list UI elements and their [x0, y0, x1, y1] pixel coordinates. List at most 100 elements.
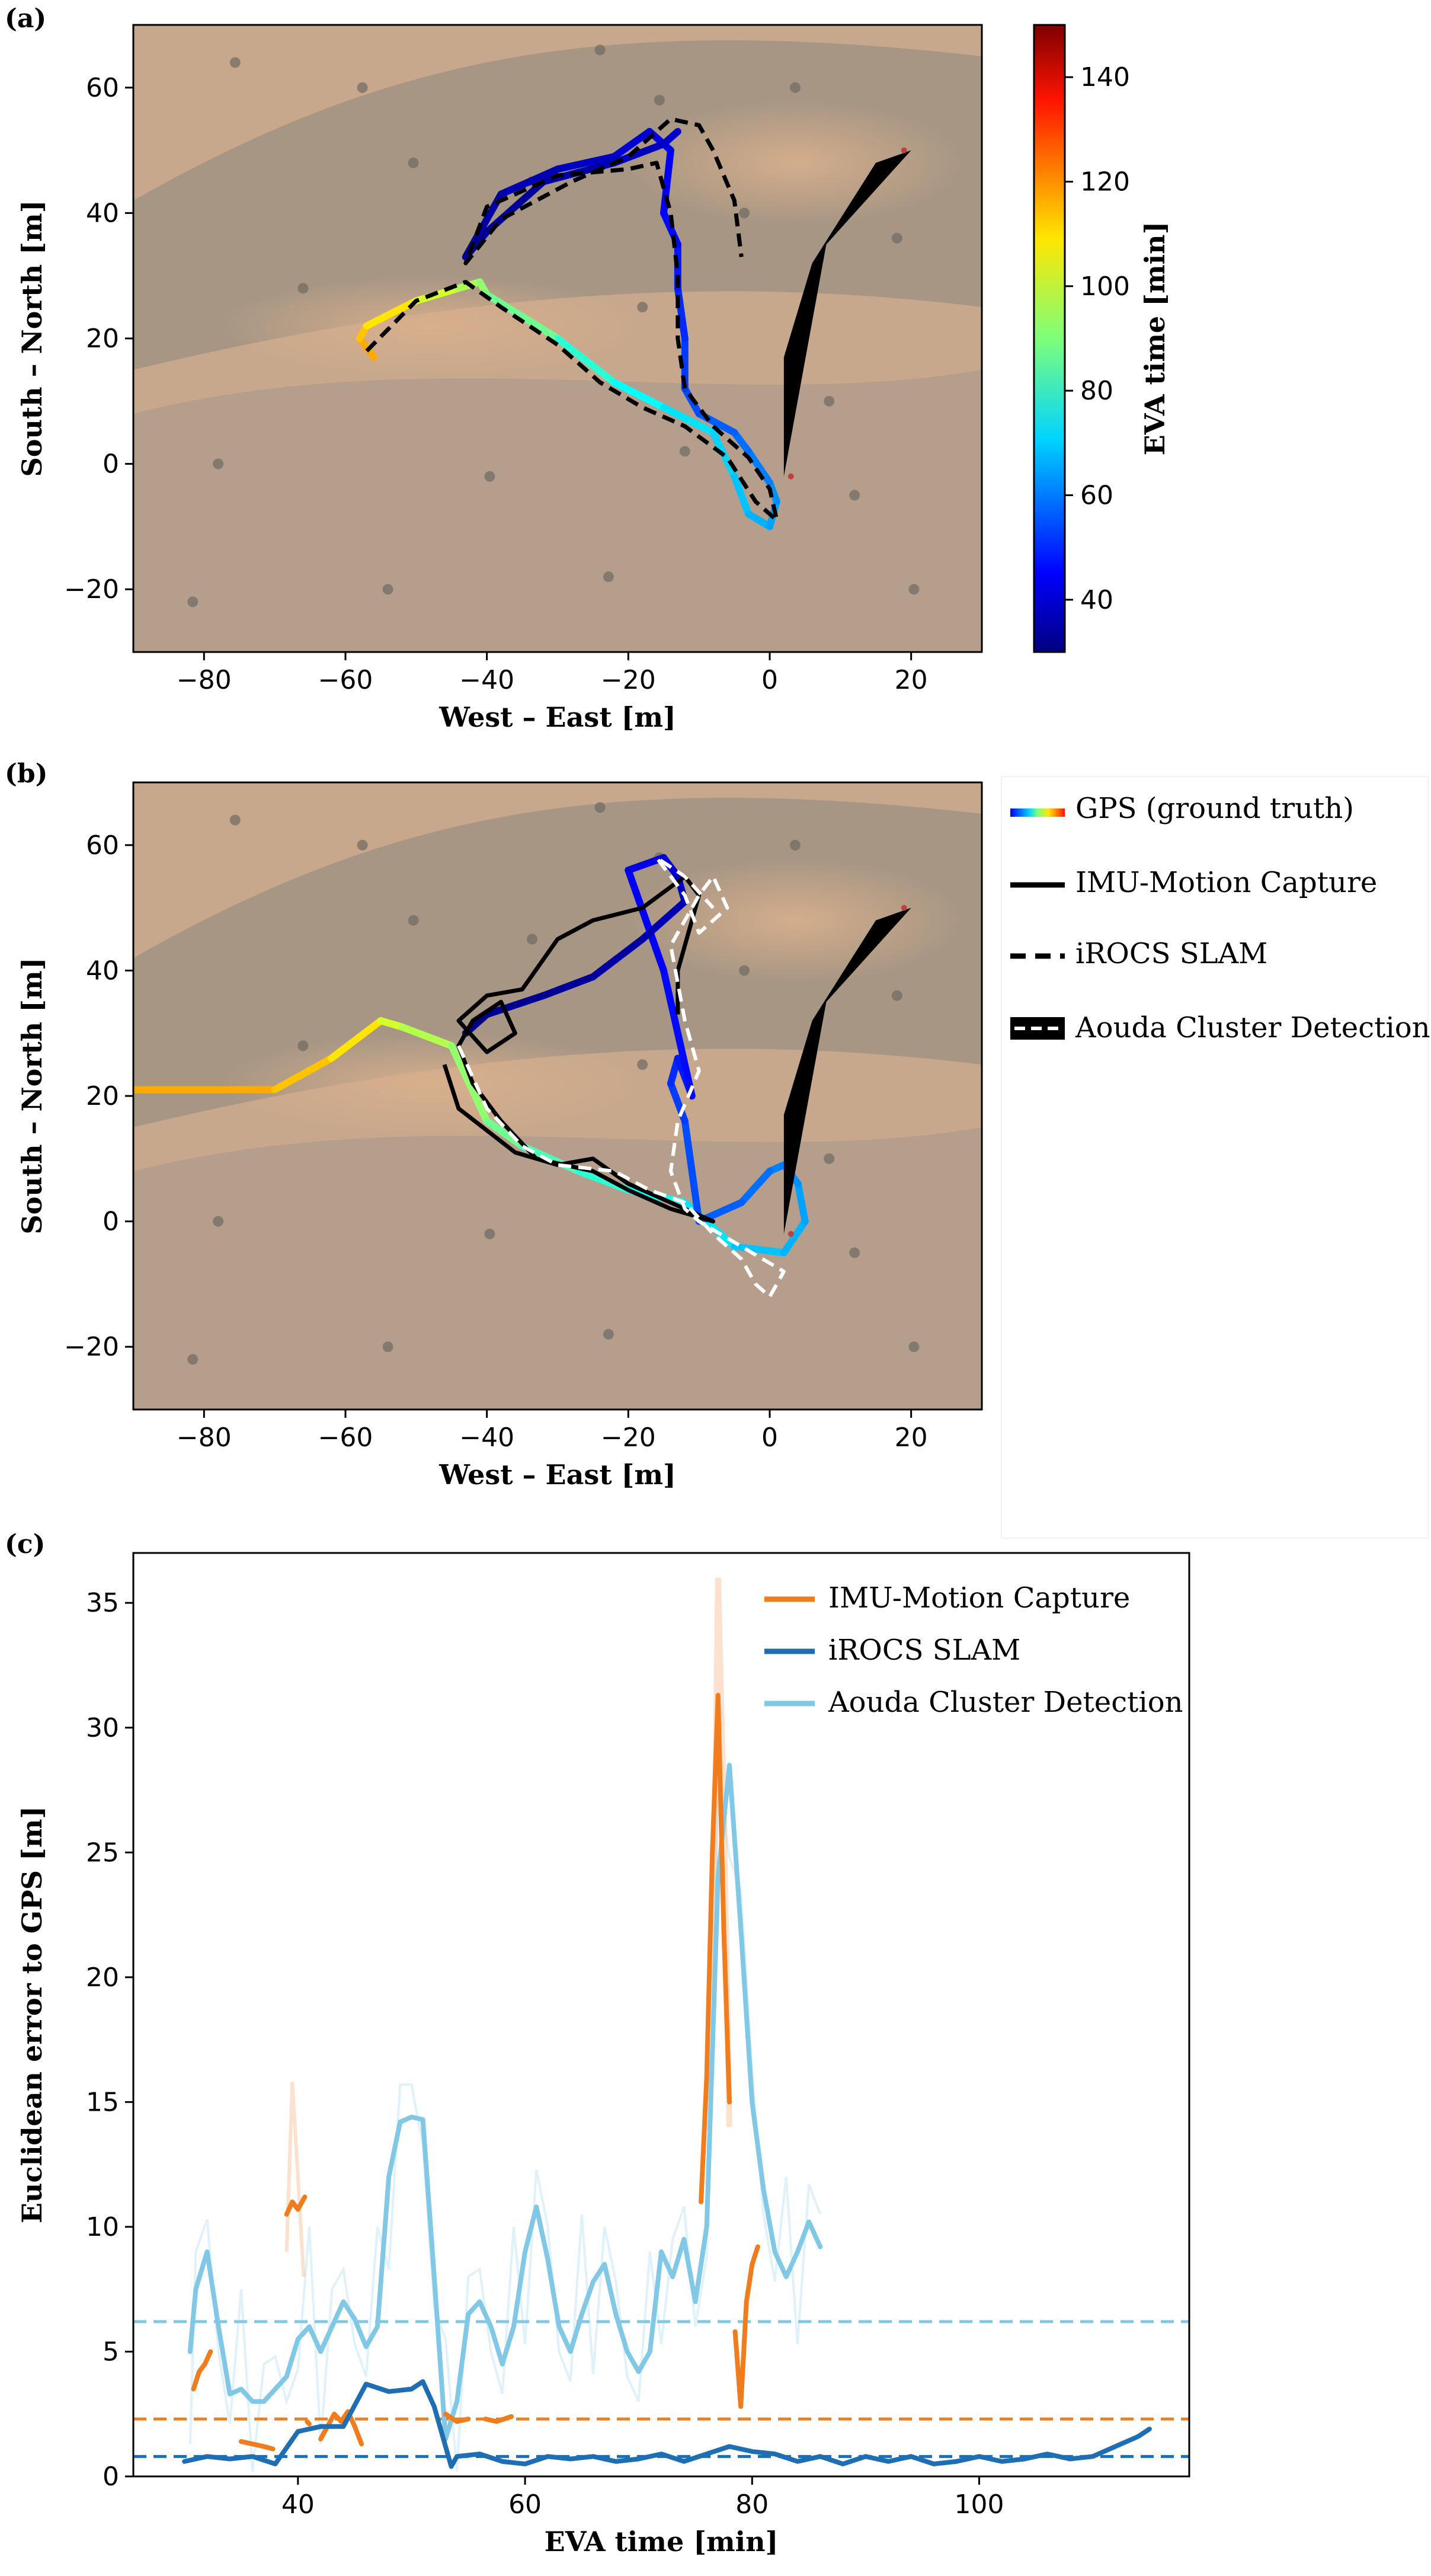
gps-track-segment — [745, 448, 773, 487]
terrain-shrub — [739, 207, 750, 219]
gps-track-segment — [377, 1017, 406, 1031]
x-tick-label: −40 — [459, 1423, 514, 1453]
terrain-shrub — [213, 458, 224, 469]
terrain-shrub — [603, 571, 614, 583]
y-tick-label: 40 — [86, 198, 119, 228]
y-tick-label: 15 — [86, 2087, 119, 2117]
x-tick-label: −60 — [318, 1423, 373, 1453]
terrain-shrub — [908, 584, 920, 595]
x-tick-label: 100 — [955, 2489, 1004, 2520]
track-layer — [356, 117, 911, 530]
terrain-shrub — [891, 990, 902, 1001]
aouda-marker — [901, 147, 907, 154]
panel-label-c: (c) — [5, 1529, 46, 1559]
map-terrain — [133, 40, 982, 652]
terrain-shrub — [789, 839, 801, 851]
panel-b-map: −80 −60 −40 −20 0 20 −20 0 20 40 60 West – East [m]… — [16, 776, 1430, 1539]
x-axis-label: West – East [m] — [438, 701, 676, 733]
x-tick-label: 0 — [761, 1423, 778, 1453]
gps-track-segment — [483, 290, 561, 342]
y-tick-label: 5 — [103, 2337, 119, 2367]
terrain-shrub — [229, 814, 241, 826]
gps-track-segment — [328, 1017, 385, 1062]
gps-track-segment — [639, 898, 689, 943]
x-tick-label: 60 — [508, 2489, 542, 2520]
y-tick-label: 30 — [86, 1713, 119, 1743]
imu-motion-capture-segment — [305, 2419, 312, 2427]
terrain-shrub — [408, 915, 419, 926]
terrain-shrub — [824, 395, 835, 407]
terrain-shrub — [357, 82, 368, 93]
colorbar-tick-label: 100 — [1080, 271, 1130, 302]
islam-error-line — [182, 2379, 1152, 2469]
terrain-shrub — [637, 1059, 648, 1070]
aouda-error-line — [187, 1762, 823, 2441]
gps-track-segment — [660, 146, 674, 217]
imu-motion-capture-segment — [284, 2194, 308, 2217]
imu-motion-capture-segment — [732, 2244, 760, 2409]
gps-track-segment — [398, 1023, 455, 1050]
gps-track-segment — [589, 935, 646, 980]
plot-area — [133, 1577, 1189, 2472]
gps-track-segment — [610, 379, 667, 411]
gps-track-segment — [448, 1042, 491, 1125]
gps-track-segment — [731, 429, 753, 455]
legend-c: IMU-Motion Capture iROCS SLAM Aouda Cluste… — [764, 1581, 1183, 1719]
x-tick-label: −20 — [601, 665, 656, 695]
y-tick-label: 0 — [103, 2462, 119, 2492]
legend-entry: IMU-Motion Capture — [828, 1581, 1130, 1615]
y-tick-label: 20 — [86, 324, 119, 354]
terrain-shrub — [297, 1040, 309, 1052]
legend-entry-gps: GPS (ground truth) — [1075, 792, 1354, 825]
gps-track-segment — [738, 1167, 773, 1206]
legend-entry-islam: iROCS SLAM — [1075, 937, 1267, 970]
gps-track-segment — [554, 335, 618, 386]
y-tick-label: −20 — [64, 1332, 119, 1362]
x-tick-label: −20 — [601, 1423, 656, 1453]
gps-track-segment — [731, 472, 753, 518]
y-tick-label: 0 — [103, 1207, 119, 1237]
terrain-shrub — [603, 1329, 614, 1340]
terrain-shrub — [213, 1216, 224, 1227]
panel-c-error-plot: 40 60 80 100 0 5 10 15 20 25 30 35 EVA time [min] Euc… — [16, 1552, 1190, 2558]
x-tick-label: −80 — [177, 1423, 232, 1453]
legend-b: GPS (ground truth) IMU-Motion Capture iROC… — [1001, 776, 1430, 1539]
x-tick-label: −60 — [318, 665, 373, 695]
colorbar-label: EVA time [min] — [1139, 222, 1171, 456]
imu-motion-capture-segment — [443, 2411, 471, 2424]
colorbar-tick-label: 40 — [1080, 585, 1113, 615]
terrain-shrub — [637, 302, 648, 313]
y-axis-label: South – North [m] — [16, 200, 48, 477]
gps-track-segment — [667, 1079, 689, 1125]
aouda-cluster-detection-bar — [783, 907, 911, 1234]
x-tick-label: 80 — [735, 2489, 769, 2520]
x-tick-label: 20 — [895, 1423, 928, 1453]
terrain-shrub — [654, 94, 665, 106]
terrain-shrub — [891, 232, 902, 244]
x-tick-label: −40 — [459, 665, 514, 695]
terrain-shrub — [408, 157, 419, 168]
terrain-sand — [625, 857, 965, 983]
imu-motion-capture-segment — [699, 1693, 732, 2204]
y-axis-label: South – North [m] — [16, 958, 48, 1235]
terrain-shrub — [824, 1153, 835, 1164]
terrain-shrub — [908, 1341, 920, 1353]
terrain-shrub — [382, 1341, 393, 1353]
x-axis-label: West – East [m] — [438, 1459, 676, 1491]
legend-swatch-gps — [1010, 808, 1065, 817]
panel-label-b: (b) — [5, 759, 48, 789]
legend-entry: Aouda Cluster Detection — [828, 1686, 1183, 1719]
terrain-shrub — [484, 471, 495, 482]
gps-track-segment — [540, 973, 597, 999]
y-axis-label: Euclidean error to GPS [m] — [16, 1806, 48, 2223]
x-tick-label: −80 — [177, 665, 232, 695]
aouda-marker — [787, 1231, 794, 1237]
terrain-shrub — [789, 82, 801, 93]
gps-track-segment — [625, 867, 667, 974]
y-tick-label: 35 — [86, 1588, 119, 1618]
y-tick-label: 20 — [86, 1081, 119, 1111]
gps-track-segment — [554, 153, 618, 173]
axes-frame — [132, 1552, 1190, 2478]
y-tick-label: 25 — [86, 1837, 119, 1868]
